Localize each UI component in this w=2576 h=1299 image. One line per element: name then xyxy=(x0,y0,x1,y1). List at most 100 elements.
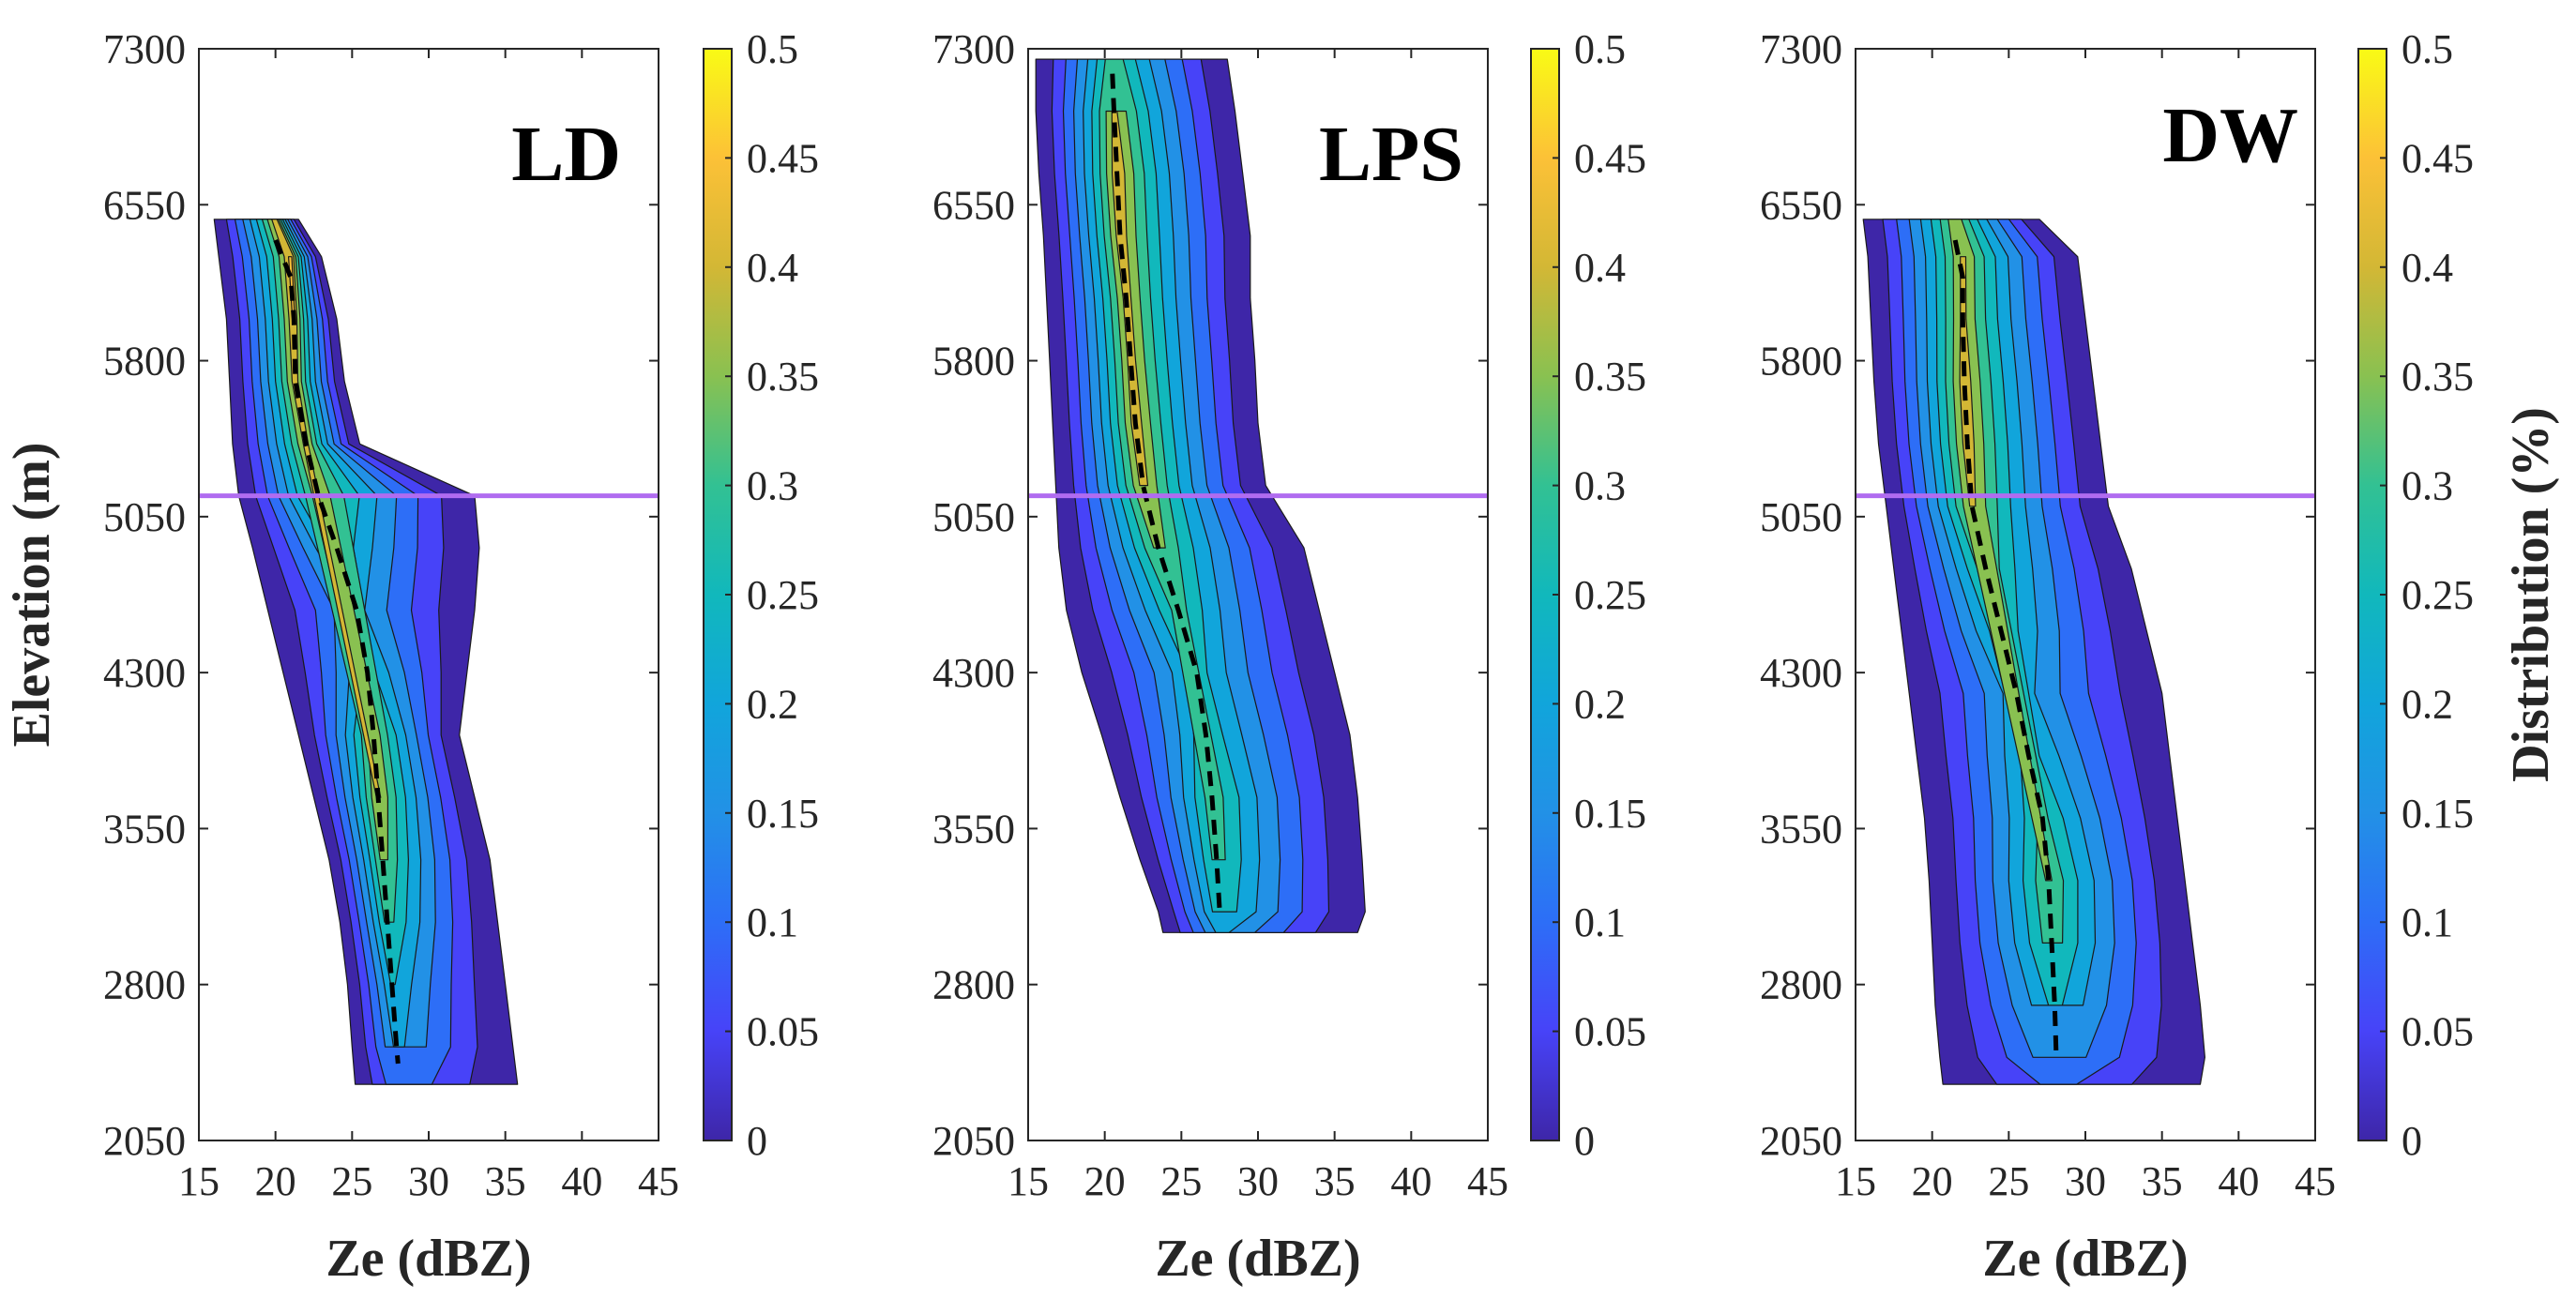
x-tick-label: 45 xyxy=(2295,1158,2336,1204)
y-tick-label: 2800 xyxy=(103,962,186,1008)
y-tick-label: 3550 xyxy=(1760,806,1842,852)
x-axis-label: Ze (dBZ) xyxy=(326,1230,531,1288)
x-tick-label: 40 xyxy=(1390,1158,1432,1204)
x-tick-label: 15 xyxy=(1835,1158,1876,1204)
colorbar-tick-label: 0.1 xyxy=(2402,899,2453,945)
median-profile xyxy=(1110,73,1222,913)
colorbar-tick-label: 0.2 xyxy=(747,681,798,727)
y-axis-ticks: 2050 2800 3550 4300 5050 5800 6550 7300 xyxy=(1760,26,2315,1164)
y-tick-label: 2050 xyxy=(932,1118,1015,1164)
x-tick-label: 20 xyxy=(1084,1158,1126,1204)
y-tick-label: 2050 xyxy=(1760,1118,1842,1164)
x-tick-label: 20 xyxy=(255,1158,296,1204)
y-tick-label: 5050 xyxy=(103,494,186,540)
x-tick-label: 15 xyxy=(178,1158,220,1204)
colorbar: 0 0.05 0.1 0.15 0.2 0.25 0.3 0.35 0.4 0.45 0.5 xyxy=(2357,26,2474,1164)
y-tick-label: 5800 xyxy=(932,339,1015,385)
x-tick-label: 20 xyxy=(1912,1158,1953,1204)
median-line xyxy=(1952,239,2059,1058)
colorbar-tick-label: 0.35 xyxy=(2402,354,2474,400)
y-tick-label: 4300 xyxy=(103,650,186,696)
y-axis-label: Elevation (m) xyxy=(3,442,61,747)
colorbar-tick-label: 0.5 xyxy=(747,26,798,72)
colorbar-tick-label: 0.2 xyxy=(2402,681,2453,727)
y-tick-label: 7300 xyxy=(932,26,1015,72)
x-axis-ticks: 15 20 25 30 35 40 45 xyxy=(178,49,679,1204)
colorbar-tick-label: 0.45 xyxy=(1574,135,1646,181)
y-tick-label: 6550 xyxy=(932,182,1015,228)
panel-ld: 15 20 25 30 35 40 45 2050 2800 3550 4300 5050 5800 6… xyxy=(3,26,819,1288)
panel-dw: 15 20 25 30 35 40 45 2050 2800 3550 4300 5050 5800 6… xyxy=(1760,26,2560,1288)
y-tick-label: 3550 xyxy=(932,806,1015,852)
colorbar-tick-label: 0.45 xyxy=(2402,135,2474,181)
colorbar-tick-label: 0.45 xyxy=(747,135,819,181)
colorbar-tick-label: 0.15 xyxy=(1574,791,1646,837)
colorbar-tick-label: 0.25 xyxy=(2402,572,2474,618)
x-tick-label: 45 xyxy=(1467,1158,1508,1204)
colorbar-tick-label: 0 xyxy=(1574,1118,1595,1164)
x-axis-label: Ze (dBZ) xyxy=(1155,1230,1360,1288)
y-tick-label: 4300 xyxy=(932,650,1015,696)
y-tick-label: 5050 xyxy=(1760,494,1842,540)
x-axis-ticks: 15 20 25 30 35 40 45 xyxy=(1835,49,2336,1204)
x-tick-label: 30 xyxy=(1237,1158,1279,1204)
median-line xyxy=(1110,73,1222,913)
colorbar-tick-label: 0.1 xyxy=(1574,899,1626,945)
colorbar-tick-label: 0.05 xyxy=(1574,1009,1646,1055)
x-tick-label: 25 xyxy=(1988,1158,2029,1204)
colorbar-tick-label: 0.3 xyxy=(747,463,798,509)
colorbar-tick-label: 0.2 xyxy=(1574,681,1626,727)
contour-band-8 xyxy=(271,219,382,798)
y-axis-ticks: 2050 2800 3550 4300 5050 5800 6550 7300 xyxy=(103,26,659,1164)
colorbar-tick-label: 0.05 xyxy=(747,1009,819,1055)
x-tick-label: 30 xyxy=(2065,1158,2106,1204)
x-tick-label: 30 xyxy=(408,1158,449,1204)
y-tick-label: 6550 xyxy=(1760,182,1842,228)
y-tick-label: 7300 xyxy=(103,26,186,72)
colorbar-tick-label: 0.35 xyxy=(747,354,819,400)
colorbar-label: Distribution (%) xyxy=(2502,407,2560,782)
contour-band-7 xyxy=(1947,219,2053,882)
colorbar-tick-label: 0.5 xyxy=(2402,26,2453,72)
x-tick-label: 40 xyxy=(2218,1158,2259,1204)
colorbar-tick-label: 0.05 xyxy=(2402,1009,2474,1055)
colorbar-tick-label: 0.25 xyxy=(1574,572,1646,618)
y-tick-label: 2800 xyxy=(1760,962,1842,1008)
y-tick-label: 7300 xyxy=(1760,26,1842,72)
colorbar-tick-label: 0.4 xyxy=(747,245,798,291)
colorbar-tick-label: 0.1 xyxy=(747,899,798,945)
x-tick-label: 15 xyxy=(1008,1158,1049,1204)
x-tick-label: 25 xyxy=(331,1158,372,1204)
median-profile xyxy=(1952,239,2059,1058)
x-axis-label: Ze (dBZ) xyxy=(1982,1230,2188,1288)
colorbar-tick-label: 0.4 xyxy=(1574,245,1626,291)
colorbar-tick-label: 0.15 xyxy=(2402,791,2474,837)
colorbar-tick-label: 0 xyxy=(2402,1118,2422,1164)
panel-label: LD xyxy=(511,111,621,198)
colorbar-tick-label: 0.4 xyxy=(2402,245,2453,291)
colorbar-tick-label: 0.3 xyxy=(2402,463,2453,509)
y-tick-label: 5050 xyxy=(932,494,1015,540)
colorbar: 0 0.05 0.1 0.15 0.2 0.25 0.3 0.35 0.4 0.45 0.5 xyxy=(703,26,819,1164)
x-tick-label: 35 xyxy=(1314,1158,1356,1204)
panel-label: LPS xyxy=(1319,111,1463,198)
panel-label: DW xyxy=(2162,92,2298,179)
colorbar-tick-label: 0.3 xyxy=(1574,463,1626,509)
colorbar-tick-label: 0.15 xyxy=(747,791,819,837)
y-tick-label: 3550 xyxy=(103,806,186,852)
panel-lps: 15 20 25 30 35 40 45 2050 2800 3550 4300 5050 5800 6… xyxy=(932,26,1646,1288)
x-tick-label: 35 xyxy=(2142,1158,2183,1204)
colorbar: 0 0.05 0.1 0.15 0.2 0.25 0.3 0.35 0.4 0.45 0.5 xyxy=(1530,26,1646,1164)
y-tick-label: 6550 xyxy=(103,182,186,228)
colorbar-tick-label: 0.5 xyxy=(1574,26,1626,72)
colorbar-tick-label: 0 xyxy=(747,1118,767,1164)
contour-field xyxy=(1862,219,2205,1085)
y-tick-label: 5800 xyxy=(103,339,186,385)
x-axis-ticks: 15 20 25 30 35 40 45 xyxy=(1008,49,1508,1204)
y-tick-label: 4300 xyxy=(1760,650,1842,696)
y-tick-label: 2050 xyxy=(103,1118,186,1164)
y-tick-label: 2800 xyxy=(932,962,1015,1008)
x-tick-label: 40 xyxy=(561,1158,602,1204)
colorbar-tick-label: 0.25 xyxy=(747,572,819,618)
